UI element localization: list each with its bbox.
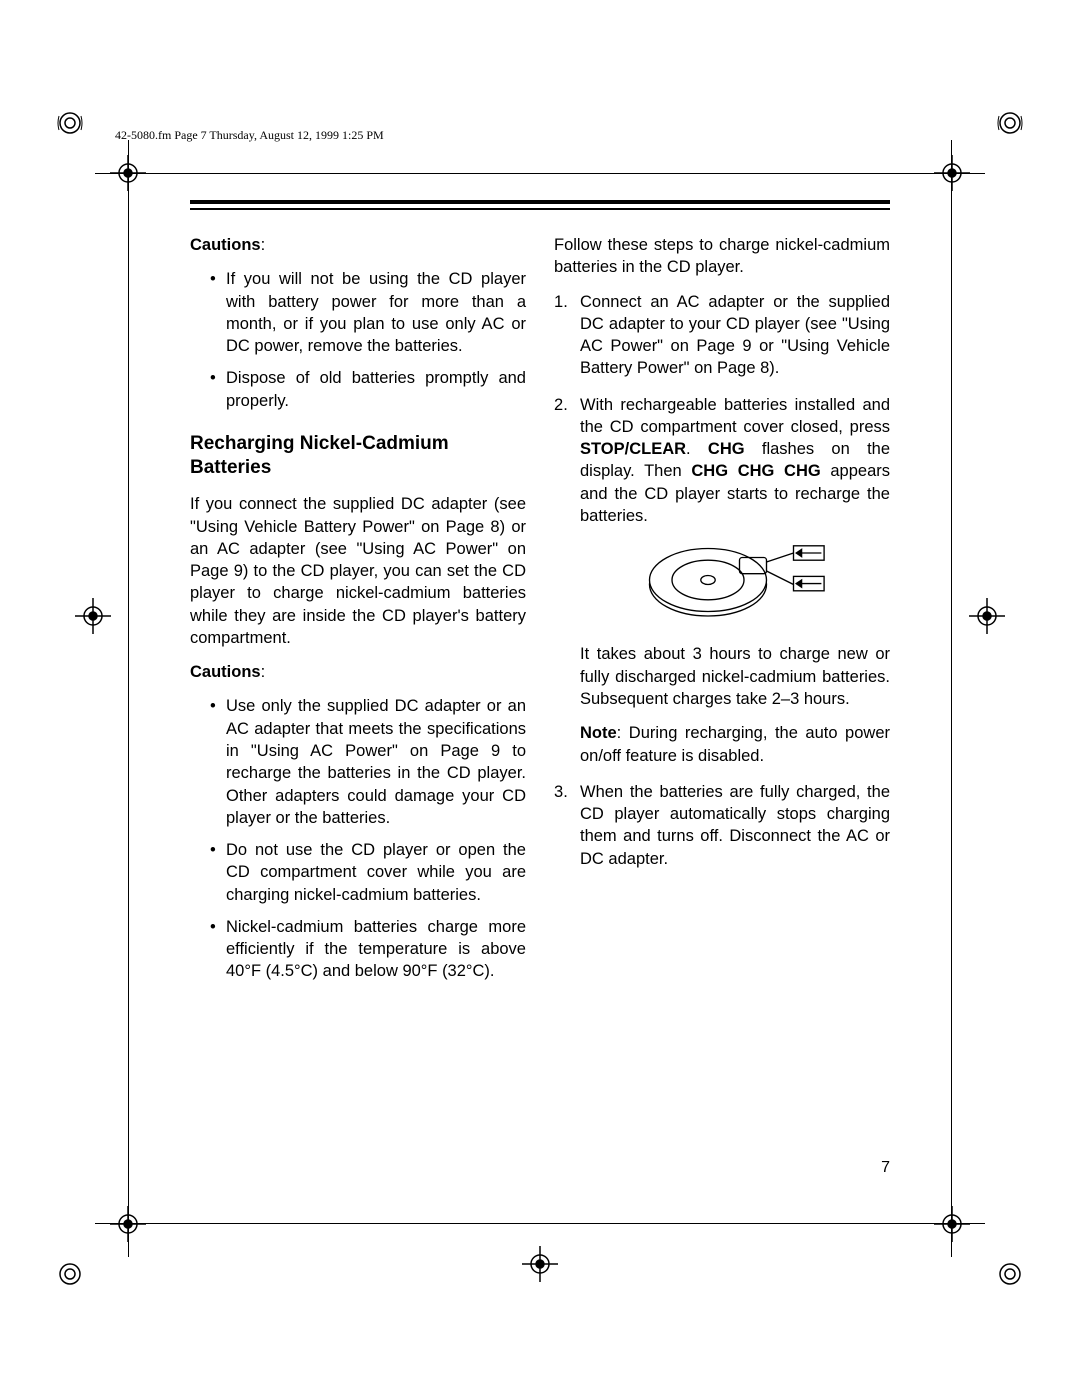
cd-player-illustration xyxy=(580,535,890,631)
charge-time-text: It takes about 3 hours to charge new or … xyxy=(580,643,890,710)
step-3: When the batteries are fully charged, th… xyxy=(554,781,890,870)
cautions-list-2: Use only the supplied DC adapter or an A… xyxy=(190,695,526,982)
left-column: Cautions: If you will not be using the C… xyxy=(190,234,526,1001)
note: Note: During recharging, the auto power … xyxy=(580,722,890,767)
section-heading: Recharging Nickel-Cadmium Batteries xyxy=(190,432,526,480)
right-intro: Follow these steps to charge nickel-cadm… xyxy=(554,234,890,279)
frame-line-right xyxy=(951,140,952,1257)
step2-text: With rechargeable batteries installed an… xyxy=(580,396,890,436)
note-label: Note xyxy=(580,724,617,742)
step2-text: . xyxy=(686,440,708,458)
cautions-list-1: If you will not be using the CD player w… xyxy=(190,268,526,412)
caution-item: Do not use the CD player or open the CD … xyxy=(210,839,526,906)
content-frame: Cautions: If you will not be using the C… xyxy=(190,200,890,1137)
crop-mark-bl xyxy=(55,1259,85,1289)
step-2: With rechargeable batteries installed an… xyxy=(554,394,890,767)
caution-item: Use only the supplied DC adapter or an A… xyxy=(210,695,526,829)
columns: Cautions: If you will not be using the C… xyxy=(190,234,890,1001)
note-text: : During recharging, the auto power on/o… xyxy=(580,724,890,764)
step-1: Connect an AC adapter or the supplied DC… xyxy=(554,291,890,380)
reg-mark-bc xyxy=(522,1246,558,1282)
caution-item: Nickel-cadmium batteries charge more eff… xyxy=(210,916,526,983)
step2-bold1: STOP/CLEAR xyxy=(580,440,686,458)
step2-bold3: CHG CHG CHG xyxy=(691,462,820,480)
crop-mark-br xyxy=(995,1259,1025,1289)
reg-mark-mr xyxy=(969,598,1005,634)
reg-mark-br2 xyxy=(934,1206,970,1242)
cautions-label-2: Cautions xyxy=(190,663,261,681)
frame-line-bottom xyxy=(95,1223,985,1224)
caution-item: If you will not be using the CD player w… xyxy=(210,268,526,357)
right-column: Follow these steps to charge nickel-cadm… xyxy=(554,234,890,1001)
steps-list: Connect an AC adapter or the supplied DC… xyxy=(554,291,890,870)
frame-line-top xyxy=(95,173,985,174)
step2-bold2: CHG xyxy=(708,440,745,458)
crop-mark-tl xyxy=(55,108,85,138)
frame-line-left xyxy=(128,140,129,1257)
cautions-label-1: Cautions xyxy=(190,236,261,254)
page-number: 7 xyxy=(881,1159,890,1177)
caution-item: Dispose of old batteries promptly and pr… xyxy=(210,367,526,412)
page-header: 42-5080.fm Page 7 Thursday, August 12, 1… xyxy=(115,128,384,143)
section-intro: If you connect the supplied DC adapter (… xyxy=(190,493,526,649)
reg-mark-ml xyxy=(75,598,111,634)
crop-mark-tr xyxy=(995,108,1025,138)
top-rule xyxy=(190,200,890,210)
